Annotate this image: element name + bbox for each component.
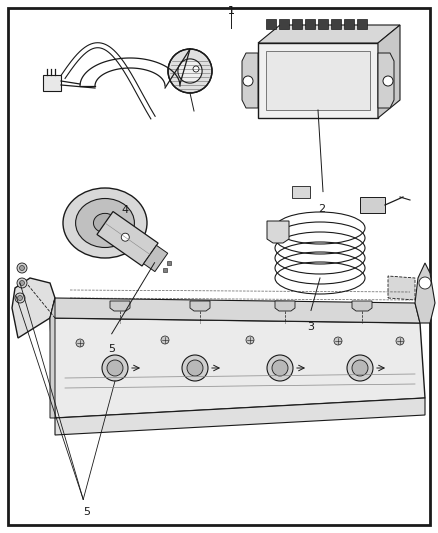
Circle shape bbox=[107, 360, 123, 376]
Circle shape bbox=[161, 336, 169, 344]
Circle shape bbox=[76, 339, 84, 347]
Circle shape bbox=[182, 355, 208, 381]
Circle shape bbox=[17, 263, 27, 273]
Bar bbox=[163, 268, 167, 272]
Circle shape bbox=[20, 265, 25, 271]
Ellipse shape bbox=[93, 213, 117, 232]
Ellipse shape bbox=[63, 188, 147, 258]
Circle shape bbox=[347, 355, 373, 381]
Bar bbox=[292, 186, 310, 198]
Bar bbox=[258, 43, 378, 118]
Bar bbox=[43, 75, 61, 91]
Polygon shape bbox=[50, 298, 55, 418]
Circle shape bbox=[396, 337, 404, 345]
Polygon shape bbox=[378, 53, 394, 108]
Circle shape bbox=[246, 336, 254, 344]
Circle shape bbox=[15, 293, 25, 303]
Circle shape bbox=[168, 49, 212, 93]
Bar bbox=[305, 19, 315, 29]
Polygon shape bbox=[50, 298, 420, 323]
Bar bbox=[292, 19, 302, 29]
Circle shape bbox=[272, 360, 288, 376]
Text: 3: 3 bbox=[307, 322, 314, 333]
Text: 1: 1 bbox=[227, 6, 234, 16]
Bar bbox=[279, 19, 289, 29]
Polygon shape bbox=[258, 25, 400, 43]
Circle shape bbox=[121, 233, 129, 241]
Polygon shape bbox=[12, 278, 55, 338]
Polygon shape bbox=[267, 221, 289, 243]
Text: 5: 5 bbox=[108, 344, 115, 354]
Circle shape bbox=[17, 278, 27, 288]
Text: 2: 2 bbox=[318, 204, 325, 214]
Ellipse shape bbox=[76, 198, 134, 247]
Polygon shape bbox=[415, 263, 435, 323]
Bar bbox=[266, 19, 276, 29]
Circle shape bbox=[20, 280, 25, 286]
Circle shape bbox=[383, 76, 393, 86]
Polygon shape bbox=[352, 301, 372, 311]
Polygon shape bbox=[110, 301, 130, 311]
Bar bbox=[167, 261, 171, 265]
Polygon shape bbox=[275, 301, 295, 311]
Bar bbox=[344, 19, 354, 29]
Circle shape bbox=[243, 76, 253, 86]
Circle shape bbox=[187, 360, 203, 376]
Bar bbox=[318, 19, 328, 29]
Text: 5: 5 bbox=[83, 507, 90, 518]
Polygon shape bbox=[378, 25, 400, 118]
Polygon shape bbox=[144, 245, 168, 272]
Bar bbox=[331, 19, 341, 29]
Bar bbox=[360, 197, 385, 213]
Circle shape bbox=[102, 355, 128, 381]
Circle shape bbox=[193, 66, 199, 72]
Circle shape bbox=[267, 355, 293, 381]
Polygon shape bbox=[388, 276, 415, 300]
Circle shape bbox=[178, 59, 202, 83]
Text: 1: 1 bbox=[227, 6, 234, 16]
Circle shape bbox=[18, 295, 22, 301]
Polygon shape bbox=[50, 318, 425, 418]
Bar bbox=[357, 19, 367, 29]
Polygon shape bbox=[190, 301, 210, 311]
Polygon shape bbox=[242, 53, 258, 108]
Polygon shape bbox=[55, 398, 425, 435]
Text: 4: 4 bbox=[121, 205, 128, 215]
Circle shape bbox=[352, 360, 368, 376]
Bar bbox=[266, 51, 370, 110]
Polygon shape bbox=[97, 212, 158, 266]
Circle shape bbox=[419, 277, 431, 289]
Circle shape bbox=[334, 337, 342, 345]
